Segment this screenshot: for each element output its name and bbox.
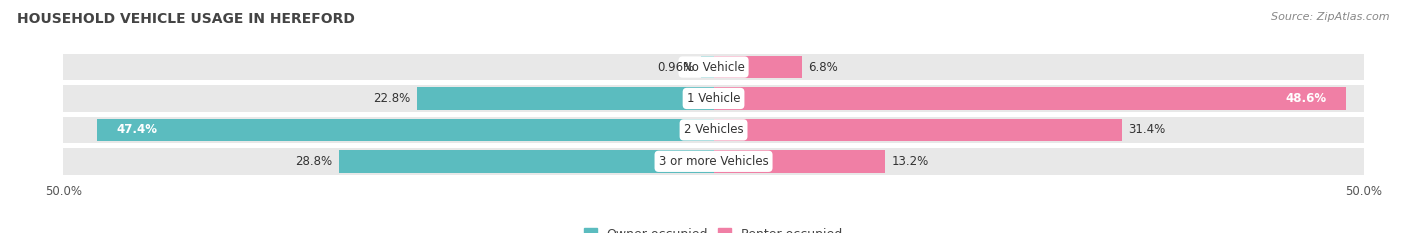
Text: 1 Vehicle: 1 Vehicle bbox=[686, 92, 741, 105]
Text: Source: ZipAtlas.com: Source: ZipAtlas.com bbox=[1271, 12, 1389, 22]
Text: 13.2%: 13.2% bbox=[891, 155, 929, 168]
Text: 31.4%: 31.4% bbox=[1129, 123, 1166, 136]
Text: 28.8%: 28.8% bbox=[295, 155, 332, 168]
Bar bbox=[63, 85, 1364, 112]
Text: No Vehicle: No Vehicle bbox=[682, 61, 745, 74]
Text: 48.6%: 48.6% bbox=[1285, 92, 1326, 105]
Text: 2 Vehicles: 2 Vehicles bbox=[683, 123, 744, 136]
Bar bbox=[339, 150, 713, 173]
Legend: Owner-occupied, Renter-occupied: Owner-occupied, Renter-occupied bbox=[579, 223, 848, 233]
Text: HOUSEHOLD VEHICLE USAGE IN HEREFORD: HOUSEHOLD VEHICLE USAGE IN HEREFORD bbox=[17, 12, 354, 26]
Text: 6.8%: 6.8% bbox=[808, 61, 838, 74]
Text: 47.4%: 47.4% bbox=[117, 123, 157, 136]
Text: 3 or more Vehicles: 3 or more Vehicles bbox=[658, 155, 769, 168]
Bar bbox=[97, 119, 713, 141]
Text: 22.8%: 22.8% bbox=[373, 92, 411, 105]
Bar bbox=[63, 54, 1364, 80]
Bar bbox=[713, 150, 886, 173]
Bar bbox=[63, 117, 1364, 143]
Bar bbox=[713, 56, 801, 78]
Bar bbox=[713, 87, 1346, 110]
Bar bbox=[418, 87, 713, 110]
Bar bbox=[702, 56, 713, 78]
Bar bbox=[63, 148, 1364, 175]
Bar bbox=[713, 119, 1122, 141]
Text: 0.96%: 0.96% bbox=[658, 61, 695, 74]
